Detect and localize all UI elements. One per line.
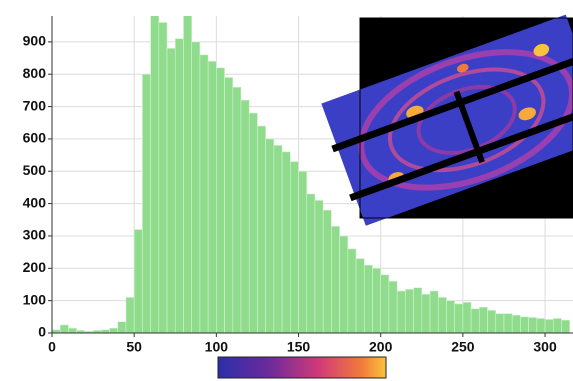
y-tick-label: 100 [23, 291, 47, 307]
bar [126, 297, 134, 333]
x-tick-label: 100 [205, 339, 229, 355]
bar [323, 210, 331, 333]
y-tick-label: 500 [23, 162, 47, 178]
bar [422, 294, 430, 333]
bar [233, 87, 241, 333]
bar [381, 275, 389, 333]
bar [340, 236, 348, 333]
bar [192, 42, 200, 333]
bar [389, 281, 397, 333]
bar [183, 0, 191, 333]
bar [348, 249, 356, 333]
y-tick-label: 800 [23, 65, 47, 81]
bar [529, 317, 537, 333]
bar [118, 322, 126, 333]
colorbar [218, 357, 386, 378]
bar [282, 152, 290, 333]
bar [159, 22, 167, 333]
bar [372, 268, 380, 333]
bar [200, 55, 208, 333]
x-tick-label: 0 [48, 339, 56, 355]
bar [266, 139, 274, 333]
inset-image [317, 13, 573, 228]
y-tick-label: 300 [23, 227, 47, 243]
y-tick-label: 200 [23, 259, 47, 275]
bar [405, 289, 413, 333]
x-tick-label: 250 [451, 339, 475, 355]
bar [315, 200, 323, 333]
bar [537, 318, 545, 333]
bar [545, 319, 553, 333]
bar [397, 291, 405, 333]
bar [167, 48, 175, 333]
bar [274, 145, 282, 333]
bar [504, 314, 512, 333]
bar [455, 304, 463, 333]
bar [561, 320, 569, 333]
bar [356, 259, 364, 333]
bar [488, 310, 496, 333]
bar [68, 328, 76, 333]
bar [134, 229, 142, 333]
y-tick-label: 400 [23, 194, 47, 210]
page: {"chart_data": { "type": "histogram", "c… [0, 0, 573, 381]
chart: 0 100 200 300 400 500 600 700 800 900 0 50 100 150 200… [0, 0, 573, 381]
bar [142, 74, 150, 333]
bar [60, 325, 68, 333]
bar [553, 318, 561, 333]
bar [463, 302, 471, 333]
x-tick-label: 50 [126, 339, 142, 355]
x-tick-label: 200 [369, 339, 393, 355]
bar [496, 314, 504, 333]
bar [299, 171, 307, 333]
bar [151, 0, 159, 333]
bar [430, 291, 438, 333]
bar [520, 317, 528, 333]
bar [479, 307, 487, 333]
y-tick-label: 0 [38, 324, 46, 340]
bar [225, 77, 233, 333]
bar [307, 194, 315, 333]
bar [446, 301, 454, 333]
bar [364, 265, 372, 333]
y-tick-label: 900 [23, 33, 47, 49]
y-tick-label: 700 [23, 97, 47, 113]
x-tick-label: 300 [533, 339, 557, 355]
bar [249, 113, 257, 333]
bar [290, 162, 298, 333]
bar [331, 226, 339, 333]
bar [471, 309, 479, 333]
bar [512, 315, 520, 333]
bar [216, 68, 224, 333]
bar [175, 39, 183, 333]
bar [110, 328, 118, 333]
y-tick-label: 600 [23, 130, 47, 146]
bar [257, 126, 265, 333]
bar [414, 288, 422, 333]
bar [208, 61, 216, 333]
x-tick-label: 150 [287, 339, 311, 355]
bar [241, 100, 249, 333]
bar [438, 297, 446, 333]
